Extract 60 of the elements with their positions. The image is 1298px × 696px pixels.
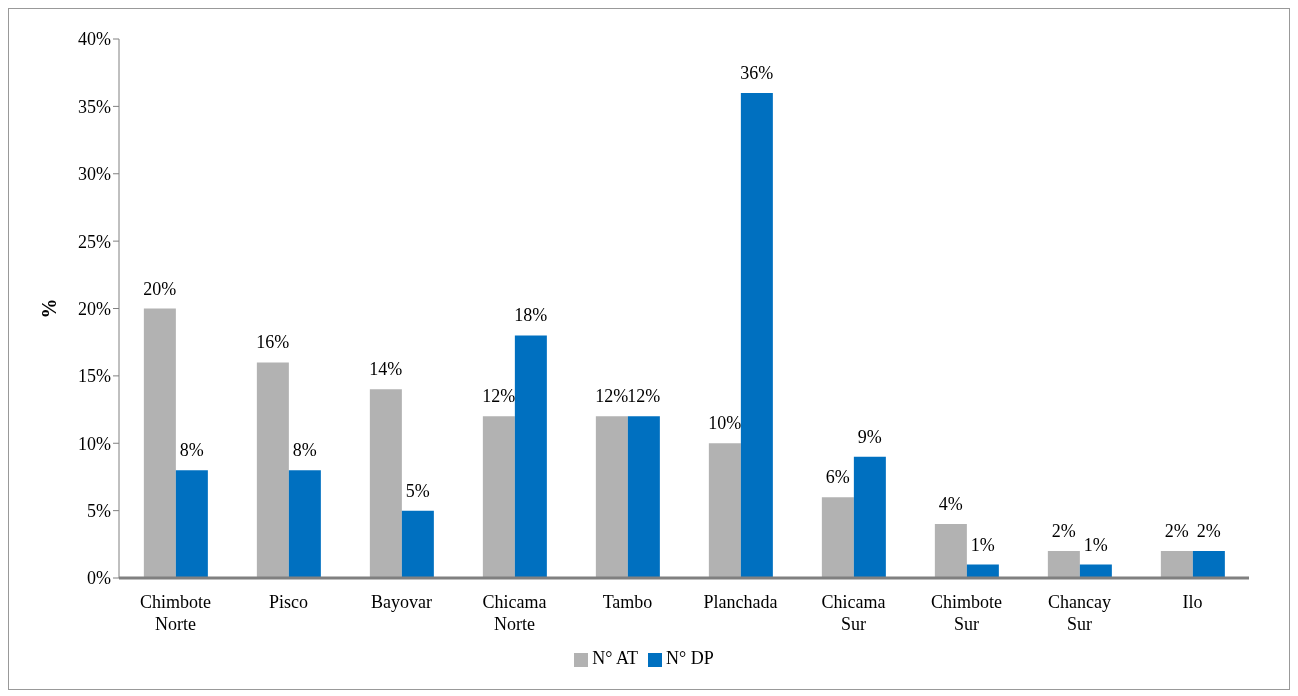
bar — [627, 416, 660, 578]
bar — [934, 524, 967, 578]
bar — [853, 456, 886, 578]
data-label: 2% — [1196, 521, 1221, 542]
y-tick-label: 0% — [87, 568, 111, 589]
data-label: 12% — [482, 386, 516, 407]
y-tick-label: 5% — [87, 501, 111, 522]
data-label: 1% — [970, 534, 995, 555]
x-tick-label: Tambo — [602, 592, 653, 612]
y-tick-label: 30% — [78, 164, 111, 185]
data-label: 12% — [627, 386, 661, 407]
data-label: 2% — [1051, 521, 1076, 542]
y-tick-label: 25% — [78, 231, 111, 252]
data-label: 2% — [1164, 521, 1189, 542]
bar — [175, 470, 208, 578]
y-tick-label: 20% — [78, 298, 111, 319]
data-label: 1% — [1083, 534, 1108, 555]
data-label: 5% — [405, 480, 430, 501]
data-label: 8% — [179, 440, 204, 461]
bar — [143, 308, 176, 578]
data-label: 10% — [708, 413, 742, 434]
data-label: 8% — [292, 440, 317, 461]
data-label: 18% — [514, 305, 548, 326]
bar — [740, 92, 773, 578]
y-tick-label: 40% — [78, 29, 111, 50]
bar — [595, 416, 628, 578]
data-label: 16% — [256, 332, 290, 353]
x-tick-label: Chicama Sur — [821, 592, 886, 634]
x-tick-label: Planchada — [703, 592, 778, 612]
data-label: 9% — [857, 426, 882, 447]
x-tick-label: Chimbote Norte — [140, 592, 212, 634]
bar — [482, 416, 515, 578]
x-tick-label: Bayovar — [371, 592, 432, 612]
legend-label: N° AT — [592, 648, 638, 668]
bar — [401, 510, 434, 578]
data-label: 20% — [143, 278, 177, 299]
y-tick-label: 15% — [78, 366, 111, 387]
data-label: 14% — [369, 359, 403, 380]
data-label: 6% — [825, 467, 850, 488]
x-tick-label: Ilo — [1182, 592, 1203, 612]
bar — [1192, 551, 1225, 578]
data-label: 4% — [938, 494, 963, 515]
x-tick-label: Pisco — [268, 592, 309, 612]
y-tick-label: 35% — [78, 96, 111, 117]
x-tick-label: Chicama Norte — [482, 592, 547, 634]
x-tick-label: Chimbote Sur — [931, 592, 1003, 634]
bar — [1047, 551, 1080, 578]
bar — [821, 497, 854, 578]
x-tick-label: Chancay Sur — [1048, 592, 1111, 634]
y-axis-title: % — [38, 298, 61, 319]
bar — [1160, 551, 1193, 578]
data-label: 12% — [595, 386, 629, 407]
y-tick-label: 10% — [78, 433, 111, 454]
data-label: 36% — [740, 62, 774, 83]
bar — [369, 389, 402, 578]
bar — [288, 470, 321, 578]
bar — [708, 443, 741, 578]
bar — [514, 335, 547, 578]
legend-label: N° DP — [665, 648, 714, 668]
bar — [256, 362, 289, 578]
